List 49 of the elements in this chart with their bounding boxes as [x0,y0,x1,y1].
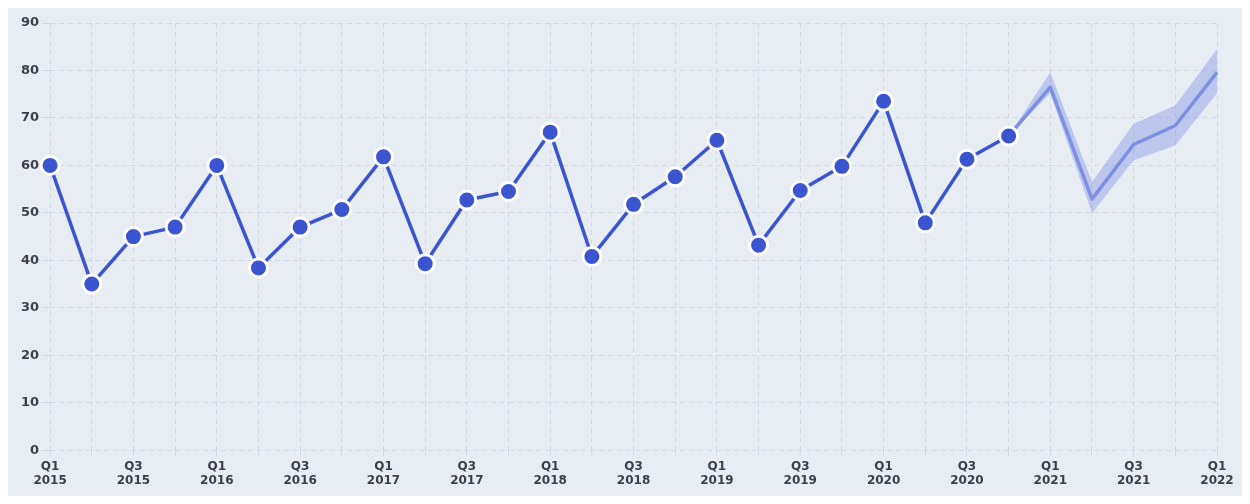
y-tick-label: 90 [21,14,40,30]
point [664,166,686,188]
point [706,129,728,151]
x-tick-label: Q1 2021 [1033,458,1067,487]
point [456,189,478,211]
x-tick-label: Q3 2015 [116,458,151,487]
point [164,216,186,238]
point [39,154,61,176]
y-tick-label: 30 [21,299,40,315]
y-tick-label: 10 [21,394,40,410]
point [81,273,103,295]
y-tick-label: 0 [30,441,40,457]
point [122,226,144,248]
x-tick-label: Q3 2018 [616,458,651,487]
x-tick-label: Q3 2019 [783,458,817,487]
y-tick-label: 50 [21,204,40,220]
point [831,155,853,177]
point [623,193,645,215]
point [748,234,770,256]
x-tick-label: Q3 2021 [1116,458,1151,487]
point [372,146,394,168]
x-tick-label: Q3 2017 [450,458,484,487]
y-tick-label: 80 [21,61,40,77]
x-tick-label: Q1 2016 [200,458,234,487]
x-tick-label: Q3 2020 [950,458,984,487]
point [914,212,936,234]
x-tick-label: Q1 2019 [700,458,734,487]
x-tick-label: Q1 2017 [366,458,401,487]
point [414,253,436,275]
x-tick-label: Q3 2016 [283,458,317,487]
point [289,216,311,238]
x-tick-label: Q1 2018 [533,458,567,487]
x-tick-label: Q1 2020 [866,458,901,487]
point [581,246,603,268]
point [539,121,561,143]
point [206,154,228,176]
x-tick-label: Q1 2015 [33,458,67,487]
point [998,125,1020,147]
y-tick-label: 20 [21,346,40,362]
point [789,180,811,202]
point [956,148,978,170]
point [873,90,895,112]
x-tick-label: Q1 2022 [1200,458,1234,487]
y-tick-label: 40 [21,251,40,267]
y-tick-label: 70 [21,109,40,125]
point [331,199,353,221]
point [247,257,269,279]
y-tick-label: 60 [21,156,40,172]
point [498,181,520,203]
